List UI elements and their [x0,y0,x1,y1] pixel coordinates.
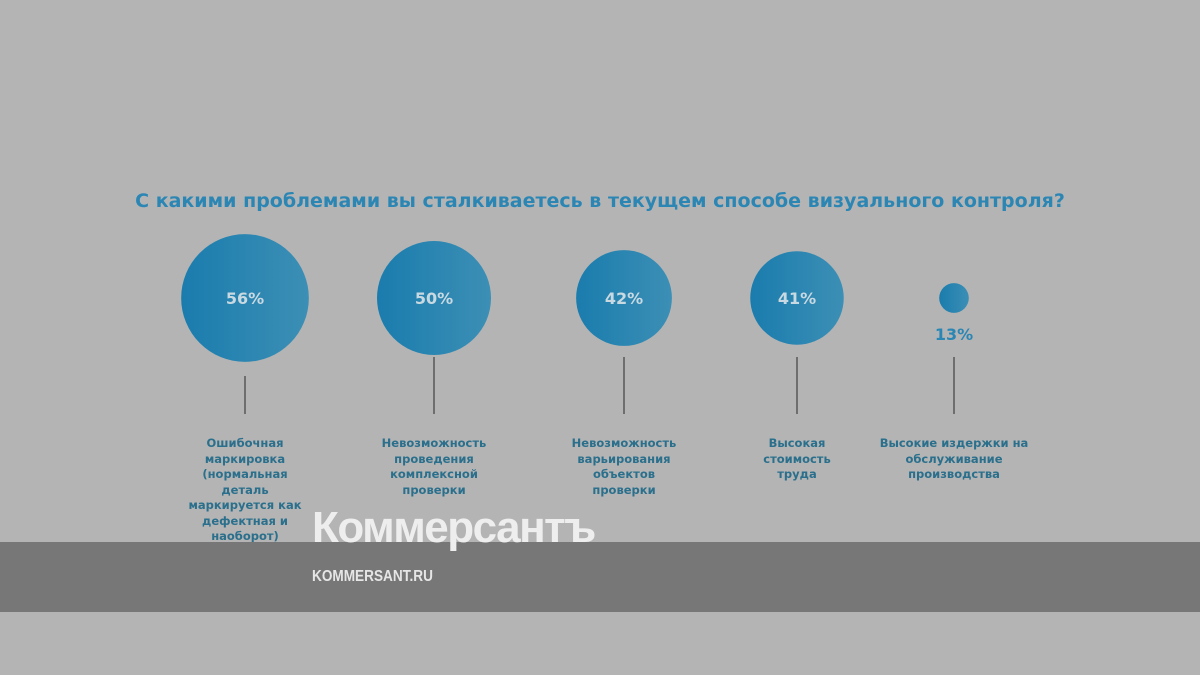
data-label: 41% [778,289,816,308]
bubble [377,241,491,355]
data-label: 42% [605,289,643,308]
data-label: 50% [415,289,453,308]
category-label: Невозможность проведения комплексной про… [381,436,487,497]
bubble [750,251,844,345]
category-label: Невозможность варьирования объектов пров… [571,436,677,497]
chart-title: С какими проблемами вы сталкиваетесь в т… [135,190,1065,212]
category-label: Высокие издержки на обслуживание произво… [879,436,1029,481]
category-label: Ошибочная маркировка (нормальная деталь … [188,436,302,543]
category-label: Высокая стоимость труда [763,436,831,481]
data-label: 13% [935,325,973,344]
bubble [939,283,969,313]
bubble [576,250,672,346]
data-label: 56% [226,289,264,308]
bubble [181,234,309,362]
watermark-band [0,542,1200,612]
kommersant-logo: Коммерсантъ [312,503,596,552]
kommersant-url: KOMMERSANT.RU [312,568,433,585]
